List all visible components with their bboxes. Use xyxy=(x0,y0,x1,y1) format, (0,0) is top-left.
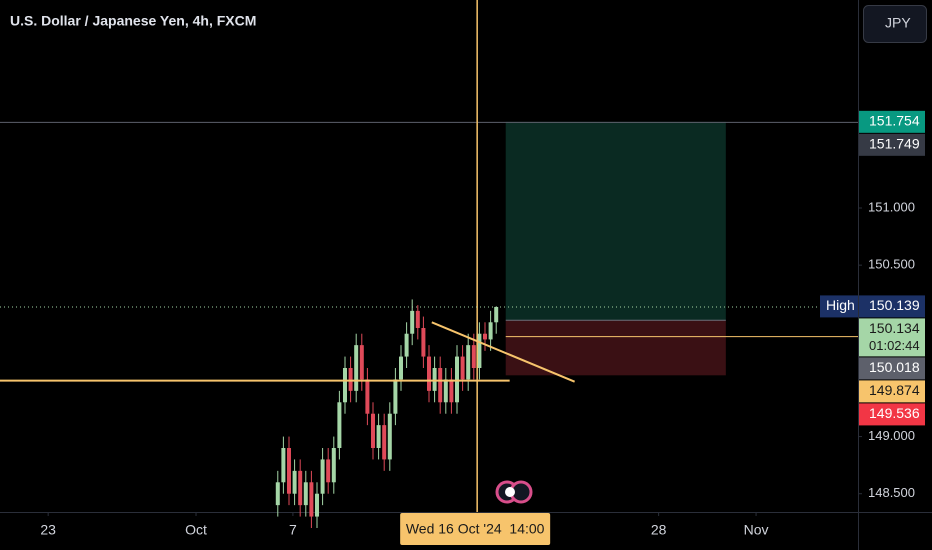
candle-body xyxy=(455,356,460,403)
candle-body xyxy=(421,328,426,357)
candle-body xyxy=(359,345,364,380)
candle-body xyxy=(477,333,482,368)
event-flag xyxy=(505,487,515,497)
candle-body xyxy=(376,425,381,448)
candle-body xyxy=(471,345,476,368)
candle-body xyxy=(326,459,331,483)
candle-body xyxy=(281,448,286,483)
candle-body xyxy=(354,345,359,391)
price-label-name: High xyxy=(826,297,855,313)
price-label: 149.874 xyxy=(869,382,920,398)
candle-body xyxy=(415,310,420,328)
candle-body xyxy=(348,368,353,391)
candle-body xyxy=(483,333,488,340)
target-zone xyxy=(505,121,726,321)
price-label-bg xyxy=(859,318,925,357)
price-label: 150.134 xyxy=(869,320,920,336)
crosshair-label-bg xyxy=(400,513,551,545)
candle-body xyxy=(387,413,392,460)
price-label-bg xyxy=(859,357,925,380)
y-tick-label: 149.000 xyxy=(868,428,915,443)
price-label: 149.536 xyxy=(869,405,920,421)
x-tick-label: 23 xyxy=(40,522,56,538)
candle-body xyxy=(382,425,387,460)
price-label-bg xyxy=(859,133,925,156)
candle-body xyxy=(286,448,291,494)
price-label-bg xyxy=(859,403,925,426)
price-label: 151.754 xyxy=(869,113,920,129)
candle-body xyxy=(398,356,403,380)
y-tick-label: 151.000 xyxy=(868,199,915,214)
candle-body xyxy=(488,322,493,340)
candle-body xyxy=(331,448,336,483)
candle-body xyxy=(320,459,325,494)
x-tick-label: 28 xyxy=(651,522,667,538)
event-icons xyxy=(495,480,533,504)
trend-line xyxy=(431,321,575,383)
plot xyxy=(0,0,858,528)
y-tick-label: 148.500 xyxy=(868,485,915,500)
candle-body xyxy=(298,470,303,506)
candle-body xyxy=(337,402,342,448)
candle-body xyxy=(438,368,443,403)
candle-body xyxy=(365,379,370,414)
candle-body xyxy=(292,470,297,494)
candle-body xyxy=(275,482,280,506)
candle-body xyxy=(432,368,437,391)
candle-body xyxy=(342,368,347,403)
candle-body xyxy=(314,493,319,517)
x-tick-label: Nov xyxy=(744,522,769,538)
price-label-bg xyxy=(859,295,925,318)
countdown: 01:02:44 xyxy=(869,338,920,353)
candle-body xyxy=(466,345,471,380)
candle-body xyxy=(427,356,431,391)
price-label-name-bg xyxy=(820,295,858,318)
chart-title: U.S. Dollar / Japanese Yen, 4h, FXCM xyxy=(10,13,256,29)
candle-body xyxy=(393,379,398,414)
candle-body xyxy=(370,413,375,448)
price-label-bg xyxy=(859,380,925,403)
currency-label[interactable]: JPY xyxy=(885,15,911,31)
price-label: 150.139 xyxy=(869,297,920,313)
currency-button[interactable] xyxy=(863,5,927,43)
price-label: 150.018 xyxy=(869,359,920,375)
crosshair-label: Wed 16 Oct '24 14:00 xyxy=(406,521,545,537)
candle-body xyxy=(410,310,415,334)
candle-body xyxy=(309,482,314,517)
stop-zone xyxy=(505,320,726,376)
x-tick-label: Oct xyxy=(185,522,207,538)
candle-body xyxy=(303,482,308,506)
candle-body xyxy=(404,333,409,357)
price-label-bg xyxy=(859,110,925,133)
candle-body xyxy=(494,306,499,323)
candle-body xyxy=(449,379,454,403)
candle-body xyxy=(460,356,465,380)
x-tick-label: 7 xyxy=(289,522,297,538)
price-label: 151.749 xyxy=(869,136,920,152)
candle-body xyxy=(443,379,448,403)
y-tick-label: 150.500 xyxy=(868,257,915,272)
